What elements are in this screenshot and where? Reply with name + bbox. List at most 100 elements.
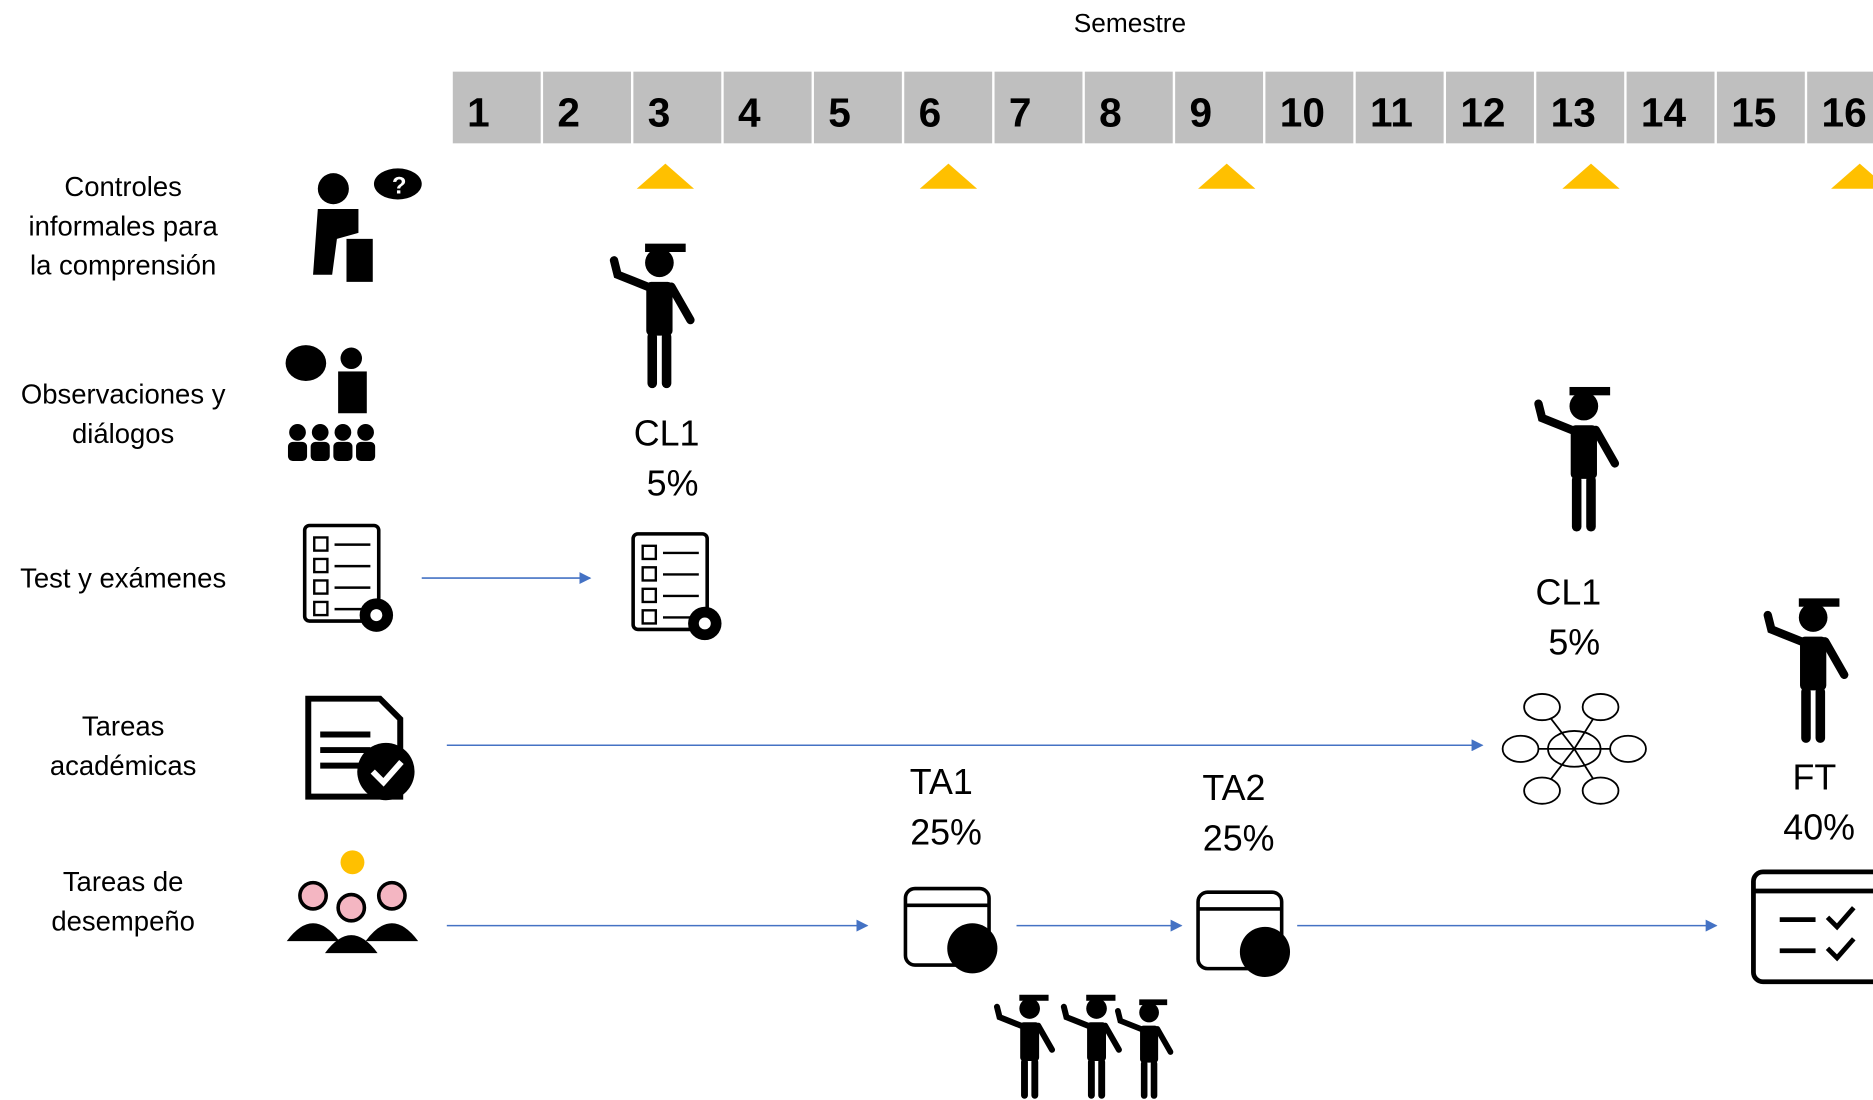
milestone-marker: [1562, 163, 1620, 189]
arm: [993, 1003, 1025, 1029]
week-cell: [1355, 71, 1444, 144]
body: [646, 281, 673, 336]
window: [1751, 869, 1873, 985]
week-cell: [1446, 71, 1534, 144]
week-number: 7: [1009, 90, 1032, 136]
arm: [1534, 399, 1577, 435]
milestone-marker: [919, 163, 978, 189]
arm: [1035, 1022, 1056, 1053]
event-label: FT: [1792, 757, 1836, 797]
leg: [1586, 475, 1596, 532]
observation-icon: [285, 345, 376, 462]
row-label: diálogos: [72, 418, 174, 449]
box: [313, 557, 329, 574]
week-cell: [633, 71, 722, 144]
arm: [1060, 1003, 1091, 1029]
event-label: CL1: [634, 413, 700, 453]
head: [1569, 391, 1599, 421]
event-weight: 5%: [1548, 623, 1600, 663]
week-cell: [1536, 71, 1625, 144]
arm: [1102, 1022, 1122, 1053]
event-label: CL1: [1535, 572, 1601, 612]
node: [1523, 776, 1561, 805]
head: [334, 423, 352, 441]
check-circle: [357, 742, 415, 801]
cap: [1798, 598, 1840, 607]
leg: [647, 332, 658, 389]
bubble: [285, 345, 327, 381]
node: [1581, 693, 1620, 722]
checkbox-window-icon: [1751, 869, 1873, 985]
week-number: 1: [467, 90, 490, 136]
pie: [947, 923, 998, 974]
week-number: 2: [557, 90, 580, 136]
bulb: [340, 850, 365, 875]
week-cell: [1716, 71, 1805, 144]
week-number: 5: [828, 90, 851, 136]
week-number: 3: [648, 90, 671, 136]
row-label: Test y exámenes: [20, 563, 226, 594]
arm: [1820, 637, 1849, 679]
face: [298, 880, 328, 911]
title: Semestre: [1074, 8, 1186, 38]
week-cell: [994, 71, 1083, 144]
box: [641, 566, 658, 582]
event-weight: 40%: [1783, 808, 1855, 848]
arm: [1763, 610, 1806, 646]
row-label: la comprensión: [30, 250, 216, 281]
calendar-icon: [1196, 890, 1291, 977]
week-number: 4: [738, 90, 761, 136]
body: [310, 441, 330, 462]
row-label: académicas: [50, 750, 197, 781]
row-label: desempeño: [51, 905, 195, 936]
body: [287, 441, 308, 462]
checklist-icon: [302, 523, 394, 632]
week-cell: [1084, 71, 1173, 144]
box: [641, 544, 658, 561]
cap: [645, 243, 686, 253]
week-number: 11: [1370, 90, 1413, 136]
head: [317, 173, 349, 205]
body: [333, 441, 353, 462]
week-number: 13: [1551, 90, 1596, 136]
face: [336, 892, 367, 923]
q: ?: [392, 172, 407, 199]
head: [645, 248, 674, 278]
shoulders: [286, 923, 340, 942]
head: [289, 423, 306, 441]
leg: [661, 332, 672, 389]
body: [356, 441, 376, 462]
body: [1020, 1022, 1040, 1061]
week-cell: [543, 71, 631, 144]
milestone-marker: [1198, 163, 1256, 189]
week-cell: [1175, 71, 1264, 144]
check: [370, 760, 404, 787]
body: [338, 371, 367, 414]
leg: [1571, 475, 1582, 532]
face: [376, 880, 407, 911]
node: [1501, 734, 1540, 763]
leg: [1140, 1060, 1148, 1099]
leg: [1021, 1058, 1028, 1099]
body: [1570, 425, 1597, 479]
cap: [1086, 994, 1116, 1001]
week-cell: [1265, 71, 1354, 144]
person-icon: [1060, 994, 1122, 1099]
head: [357, 423, 374, 441]
milestone-marker: [636, 163, 695, 189]
document-icon: [305, 695, 415, 801]
box: [313, 600, 329, 617]
cap: [1019, 994, 1049, 1001]
head: [1139, 1002, 1159, 1023]
student-icon: ?: [313, 168, 422, 282]
body: [313, 209, 359, 275]
body: [1140, 1025, 1159, 1063]
gear-hole: [698, 617, 711, 630]
box: [313, 579, 329, 595]
milestone-marker: [1831, 163, 1873, 189]
arrows: [421, 572, 1718, 932]
shoulders: [324, 935, 378, 954]
week-number: 16: [1822, 90, 1867, 136]
week-cell: [723, 71, 812, 144]
